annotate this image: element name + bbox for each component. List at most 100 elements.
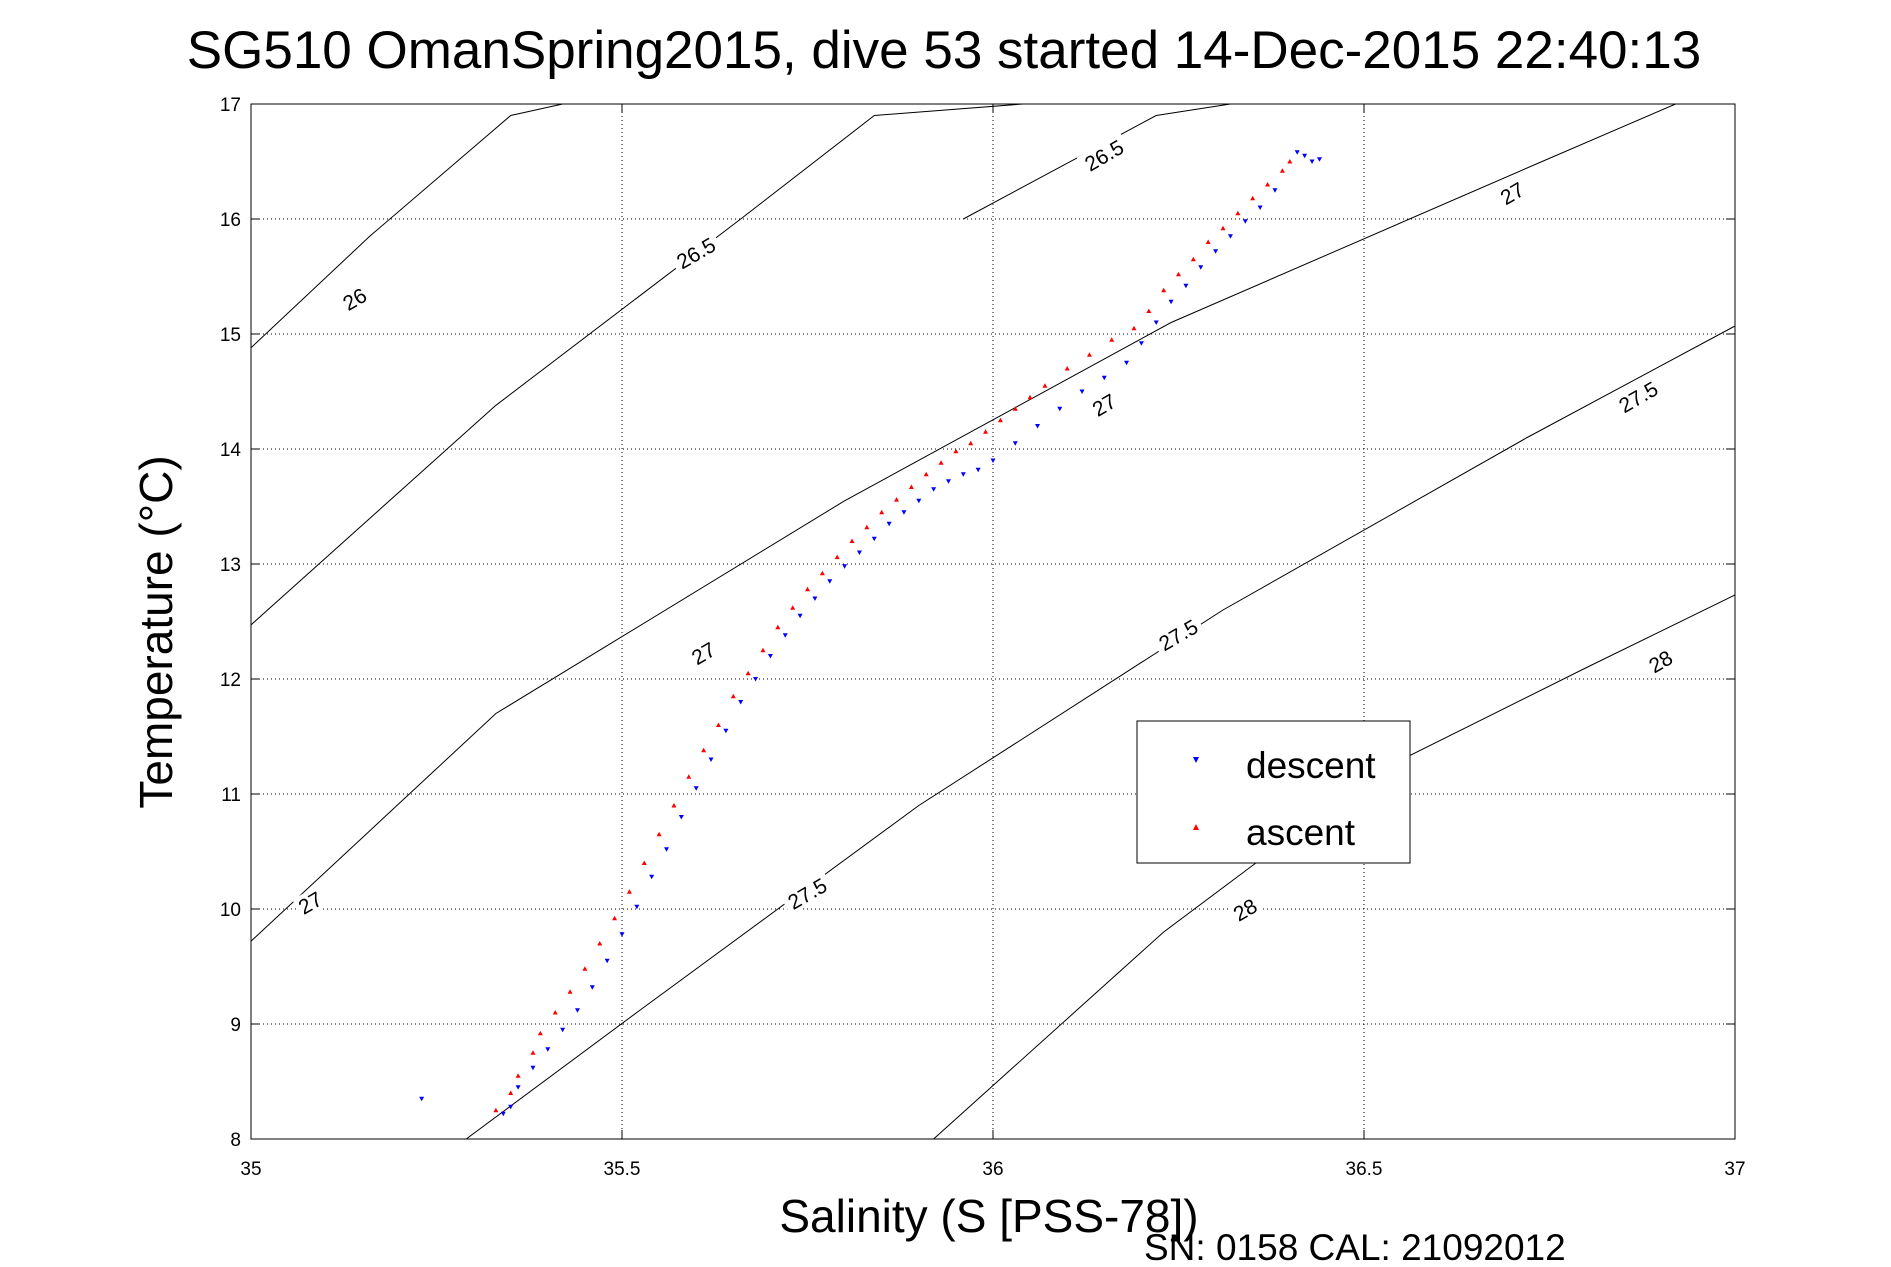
contour-label-bg xyxy=(668,230,723,275)
ascent-point xyxy=(805,586,810,592)
descent-point xyxy=(945,479,951,484)
isopycnal-27 xyxy=(251,104,1676,942)
grid-layer xyxy=(251,104,1735,1139)
ascent-point xyxy=(879,509,885,515)
descent-point xyxy=(693,786,699,791)
descent-point xyxy=(960,472,966,477)
contour-label-group: 28 xyxy=(1227,892,1263,927)
contour-label-bg xyxy=(292,885,328,919)
ascent-point xyxy=(537,1030,543,1036)
descent-point xyxy=(589,985,595,990)
descent-point xyxy=(545,1047,551,1052)
contour-label-group: 27.5 xyxy=(779,871,835,916)
descent-point xyxy=(797,613,803,619)
descent-point xyxy=(1316,157,1322,162)
serial-calibration-footer: SN: 0158 CAL: 21092012 xyxy=(1144,1227,1566,1262)
ascent-point xyxy=(1131,325,1137,331)
descent-point xyxy=(530,1065,536,1071)
descent-point xyxy=(708,757,714,762)
ascent-point xyxy=(1161,287,1167,293)
descent-point xyxy=(1272,188,1278,193)
ascent-point xyxy=(1190,256,1196,262)
ascent-point xyxy=(530,1050,536,1055)
contour-label-group: 26.5 xyxy=(668,230,723,275)
descent-point xyxy=(634,904,640,910)
isopycnal-26.5 xyxy=(251,104,1023,626)
ascent-point xyxy=(1279,168,1285,173)
descent-point xyxy=(886,521,892,527)
ascent-point xyxy=(1109,337,1115,342)
contour-label-bg xyxy=(1150,612,1206,657)
descent-point xyxy=(916,498,922,504)
descent-point xyxy=(1124,360,1130,366)
x-tick-label: 35 xyxy=(240,1159,261,1180)
ascent-point xyxy=(1250,195,1256,201)
contour-label: 28 xyxy=(1645,646,1677,678)
ascent-point xyxy=(701,747,707,753)
descent-point xyxy=(767,654,773,659)
points-layer xyxy=(419,150,1322,1117)
descent-point xyxy=(1183,283,1189,289)
ascent-point xyxy=(1205,239,1211,244)
ascent-point xyxy=(1064,366,1070,371)
contour-label-bg xyxy=(1642,644,1678,678)
y-tick-label: 17 xyxy=(220,95,241,116)
y-tick-label: 16 xyxy=(220,210,241,231)
descent-point xyxy=(1302,153,1308,159)
contour-label-bg xyxy=(336,282,373,316)
contour-label-group: 28 xyxy=(1642,644,1678,678)
ascent-point xyxy=(1042,383,1048,388)
descent-point xyxy=(1012,441,1018,446)
contour-label: 26 xyxy=(339,284,371,316)
legend-box xyxy=(1136,720,1411,864)
descent-point xyxy=(842,564,848,569)
ascent-point xyxy=(715,722,721,727)
descent-point xyxy=(1168,299,1174,305)
descent-point xyxy=(1294,150,1300,155)
ascent-point xyxy=(1146,308,1152,313)
y-tick-label: 13 xyxy=(220,555,241,576)
contour-label-bg xyxy=(779,871,835,916)
contour-label-group: 27.5 xyxy=(1610,374,1666,419)
legend-label-descent: descent xyxy=(1246,745,1376,786)
descent-point xyxy=(1257,205,1263,210)
ascent-point xyxy=(612,915,618,921)
descent-point xyxy=(1035,424,1041,429)
contour-label-bg xyxy=(1610,374,1666,419)
descent-point xyxy=(1138,341,1144,346)
legend: descent ascent xyxy=(1136,720,1411,864)
ascent-point xyxy=(582,966,588,971)
y-tick-label: 8 xyxy=(230,1130,241,1151)
ascent-point xyxy=(1086,352,1092,357)
descent-point xyxy=(419,1096,425,1102)
ascent-point xyxy=(849,538,855,543)
ascent-point xyxy=(1176,271,1181,277)
descent-point xyxy=(871,536,877,542)
contour-label-bg xyxy=(1076,132,1131,177)
descent-point xyxy=(827,579,833,584)
descent-point xyxy=(1242,219,1248,224)
ascent-point xyxy=(671,803,677,808)
descent-point xyxy=(1309,159,1315,164)
descent-point xyxy=(753,677,759,682)
descent-point xyxy=(975,467,981,473)
isopycnal-26.5 xyxy=(963,104,1231,220)
ascent-point xyxy=(864,524,870,530)
isopycnal-27.5 xyxy=(465,325,1735,1139)
descent-point xyxy=(723,728,729,734)
x-tick-label: 36.5 xyxy=(1346,1159,1383,1180)
ascent-point xyxy=(1265,182,1271,187)
chart-title: SG510 OmanSpring2015, dive 53 started 14… xyxy=(187,21,1701,80)
ascent-point xyxy=(686,774,692,779)
descent-point xyxy=(1079,389,1085,394)
ascent-point xyxy=(760,647,766,653)
y-tick-label: 11 xyxy=(221,785,241,806)
ascent-point xyxy=(567,989,573,994)
contour-label: 28 xyxy=(1230,895,1262,927)
ascent-point xyxy=(745,670,751,676)
ascent-point xyxy=(1235,210,1241,216)
ascent-point xyxy=(641,860,647,865)
contour-label-group: 27 xyxy=(1494,176,1530,210)
contour-label-group: 27 xyxy=(292,885,328,919)
